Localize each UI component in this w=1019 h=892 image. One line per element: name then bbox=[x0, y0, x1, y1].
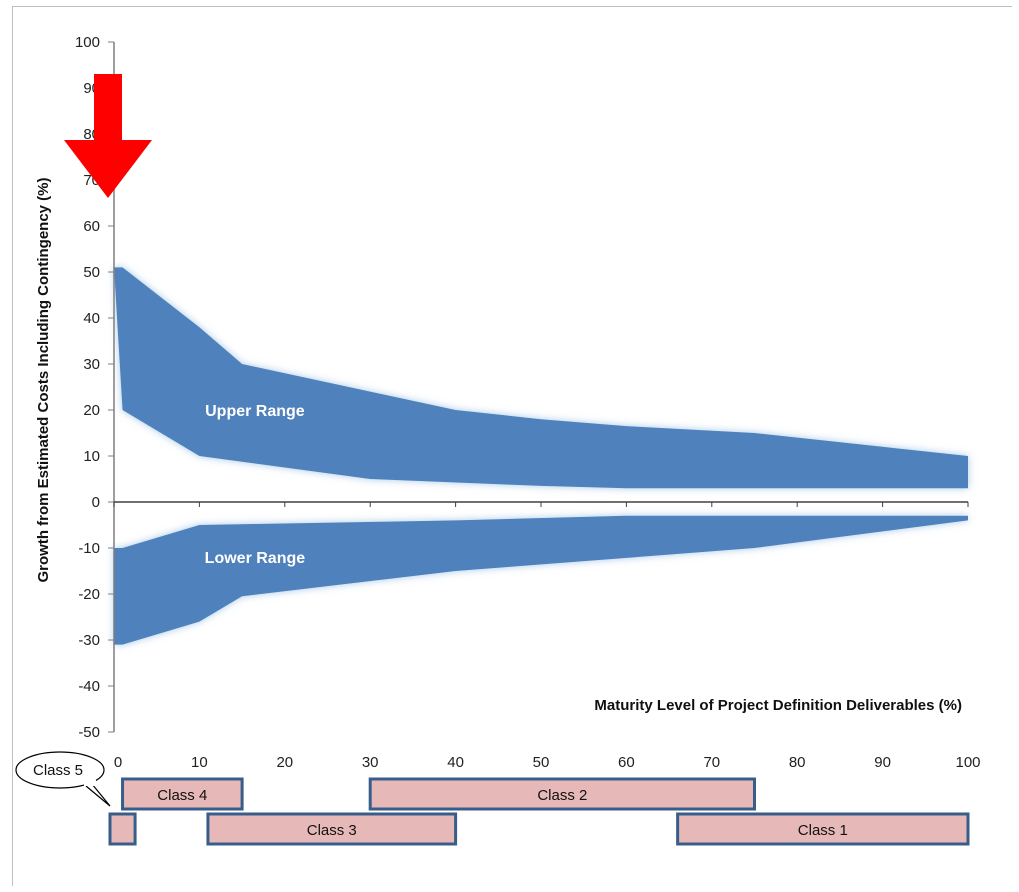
y-tick-label: 50 bbox=[83, 264, 100, 281]
x-tick-label: 60 bbox=[618, 754, 635, 771]
callout-joint bbox=[84, 780, 96, 786]
y-tick-label: 40 bbox=[83, 310, 100, 327]
x-tick-labels: 0 10 20 30 40 50 60 70 80 90 100 bbox=[114, 754, 981, 771]
y-tick-label: -10 bbox=[78, 540, 100, 557]
class-bar bbox=[676, 812, 970, 846]
band-label: Lower Range bbox=[205, 550, 306, 567]
y-tick-label: -20 bbox=[78, 586, 100, 603]
y-tick-label: -40 bbox=[78, 678, 100, 695]
class-label: Class 2 bbox=[537, 787, 587, 804]
x-tick-label: 30 bbox=[362, 754, 379, 771]
class-label: Class 5 bbox=[33, 762, 83, 779]
y-tick-label: -50 bbox=[78, 724, 100, 741]
range-bands bbox=[114, 267, 968, 645]
class-label: Class 1 bbox=[798, 822, 848, 839]
y-tick-label: -30 bbox=[78, 632, 100, 649]
band-labels: Upper Range Lower Range bbox=[205, 403, 306, 567]
y-tick-label: 20 bbox=[83, 402, 100, 419]
red-arrow-icon bbox=[64, 74, 152, 198]
y-tick-label: 60 bbox=[83, 218, 100, 235]
x-tick-label: 70 bbox=[703, 754, 720, 771]
x-axis-title: Maturity Level of Project Definition Del… bbox=[594, 697, 962, 714]
band-upper-range bbox=[114, 267, 968, 489]
y-axis-title: Growth from Estimated Costs Including Co… bbox=[35, 177, 52, 582]
y-tick-label: 10 bbox=[83, 448, 100, 465]
x-tick-label: 10 bbox=[191, 754, 208, 771]
class-bar bbox=[368, 777, 756, 811]
arrow-shape bbox=[64, 74, 152, 198]
x-tick-label: 90 bbox=[874, 754, 891, 771]
callout-bubble bbox=[15, 751, 105, 789]
class-label: Class 4 bbox=[157, 787, 207, 804]
y-tick-label: 0 bbox=[92, 494, 100, 511]
class-bar bbox=[206, 812, 458, 846]
x-tick-label: 100 bbox=[955, 754, 980, 771]
y-tick-label: 30 bbox=[83, 356, 100, 373]
band-lower-range bbox=[114, 515, 968, 645]
band-label: Upper Range bbox=[205, 403, 305, 420]
callout-pointer bbox=[85, 783, 111, 807]
class-bar bbox=[121, 777, 244, 811]
x-tick-label: 80 bbox=[789, 754, 806, 771]
x-tick-label: 20 bbox=[276, 754, 293, 771]
chart-frame bbox=[12, 6, 1012, 886]
y-tick-label: 100 bbox=[75, 34, 100, 51]
x-tick-label: 0 bbox=[114, 754, 122, 771]
estimate-classes: Class 5 Class 4 Class 3 Class 2 Class 1 bbox=[15, 751, 970, 846]
x-tick-label: 40 bbox=[447, 754, 464, 771]
x-tick-label: 50 bbox=[533, 754, 550, 771]
class-label: Class 3 bbox=[307, 822, 357, 839]
class-bar bbox=[108, 812, 137, 846]
